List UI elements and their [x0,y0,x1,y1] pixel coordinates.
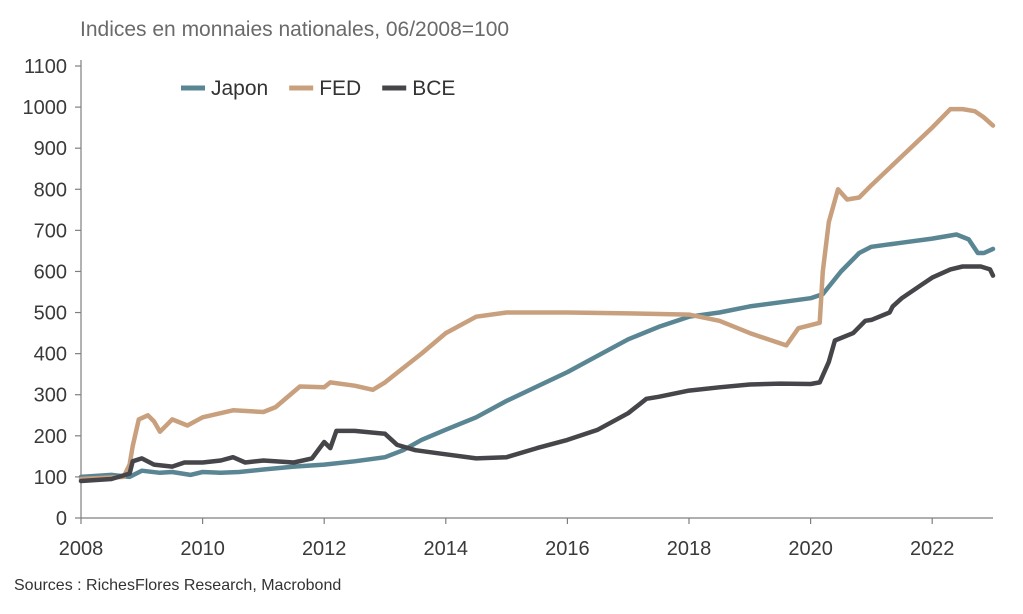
series-line-bce [78,264,996,484]
y-tick-label: 500 [34,303,67,325]
y-tick-label: 1000 [23,97,68,119]
series-lines [78,106,996,484]
series-line-fed [78,106,996,482]
y-axis-ticks: 0 100 200 300 400 500 600 700 800 900 1000 1100 [23,56,81,530]
y-tick-label: 200 [34,426,67,448]
x-tick-label: 2020 [788,538,833,560]
x-tick-label: 2018 [667,538,712,560]
x-tick-label: 2012 [302,538,347,560]
y-tick-label: 600 [34,261,67,283]
x-tick-label: 2008 [59,538,104,560]
y-tick-label: 900 [34,138,67,160]
legend-label-japon: Japon [211,77,268,100]
y-tick-label: 300 [34,385,67,407]
legend: Japon FED BCE [181,77,455,100]
legend-label-bce: BCE [412,77,455,100]
y-tick-label: 0 [56,508,67,530]
source-note: Sources : RichesFlores Research, Macrobo… [14,577,341,594]
y-tick-label: 100 [34,467,67,489]
x-tick-label: 2022 [910,538,955,560]
y-tick-label: 700 [34,220,67,242]
axes [80,60,993,519]
series-line-japon [78,232,996,480]
legend-label-fed: FED [319,77,361,100]
y-tick-label: 1100 [24,56,67,78]
x-axis-ticks: 2008 2010 2012 2014 2016 2018 2020 2022 [59,518,955,560]
y-tick-label: 800 [34,179,67,201]
x-tick-label: 2016 [545,538,590,560]
x-tick-label: 2014 [424,538,469,560]
y-tick-label: 400 [34,344,67,366]
x-tick-label: 2010 [180,538,225,560]
chart-title: Indices en monnaies nationales, 06/2008=… [80,18,509,41]
